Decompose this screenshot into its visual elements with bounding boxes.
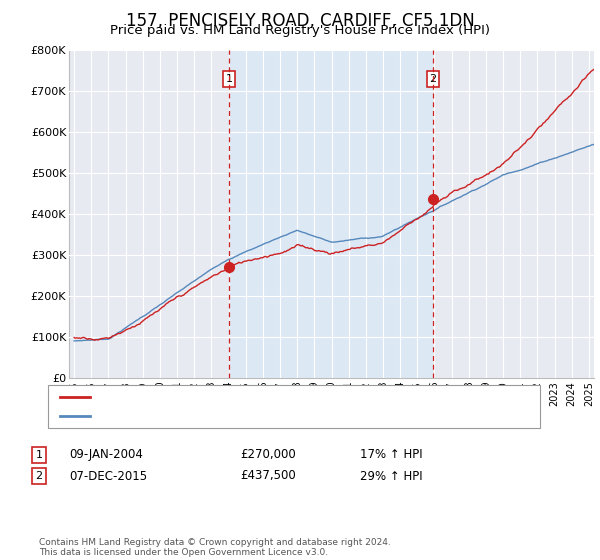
Text: 1: 1 [35, 450, 43, 460]
Text: Price paid vs. HM Land Registry's House Price Index (HPI): Price paid vs. HM Land Registry's House … [110, 24, 490, 37]
Text: 2: 2 [35, 471, 43, 481]
Text: 07-DEC-2015: 07-DEC-2015 [69, 469, 147, 483]
Text: 157, PENCISELY ROAD, CARDIFF, CF5 1DN: 157, PENCISELY ROAD, CARDIFF, CF5 1DN [125, 12, 475, 30]
Text: 1: 1 [226, 74, 233, 84]
Bar [229, 50, 433, 378]
Text: 29% ↑ HPI: 29% ↑ HPI [360, 469, 422, 483]
Text: £437,500: £437,500 [240, 469, 296, 483]
Text: 09-JAN-2004: 09-JAN-2004 [69, 448, 143, 461]
Text: Contains HM Land Registry data © Crown copyright and database right 2024.
This d: Contains HM Land Registry data © Crown c… [39, 538, 391, 557]
Text: £270,000: £270,000 [240, 448, 296, 461]
Text: 2: 2 [430, 74, 437, 84]
Text: 157, PENCISELY ROAD, CARDIFF, CF5 1DN (detached house): 157, PENCISELY ROAD, CARDIFF, CF5 1DN (d… [96, 392, 431, 402]
Text: 17% ↑ HPI: 17% ↑ HPI [360, 448, 422, 461]
Text: HPI: Average price, detached house, Cardiff: HPI: Average price, detached house, Card… [96, 411, 340, 421]
